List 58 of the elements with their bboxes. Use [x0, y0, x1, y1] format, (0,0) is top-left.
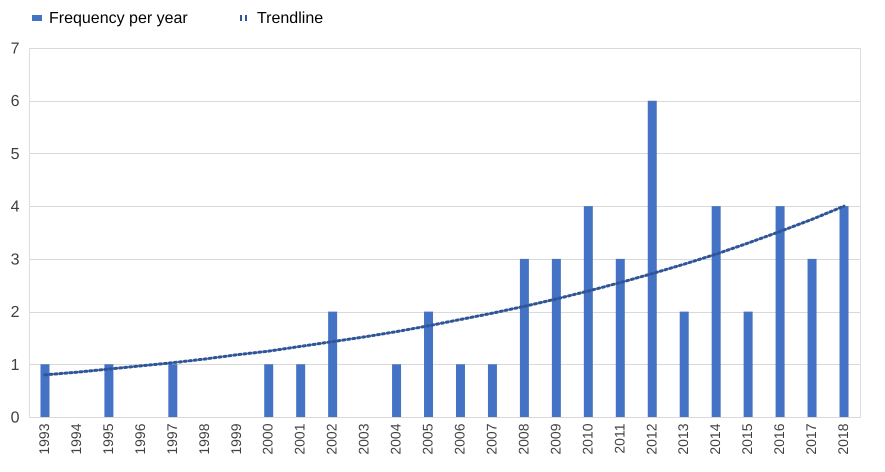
bar [456, 364, 465, 417]
legend-label: Trendline [257, 10, 324, 27]
x-tick-label: 2017 [803, 423, 820, 455]
x-tick-label: 2014 [707, 423, 724, 455]
y-tick-label: 4 [10, 198, 20, 216]
x-tick-label: 2001 [292, 423, 308, 455]
x-tick-label: 2007 [483, 423, 500, 455]
x-tick-label: 1999 [228, 423, 244, 455]
bar [552, 258, 561, 417]
bar [712, 206, 721, 417]
y-tick-label: 1 [10, 356, 20, 374]
bar [328, 312, 338, 417]
x-tick-label: 2008 [515, 423, 532, 455]
bar [744, 312, 753, 417]
y-tick-label: 0 [10, 410, 20, 426]
bar [584, 206, 593, 417]
bar [616, 258, 625, 417]
x-tick-label: 1997 [164, 423, 180, 455]
x-tick-label: 2006 [451, 423, 468, 455]
x-tick-label: 2009 [547, 423, 564, 455]
bar [264, 364, 274, 417]
y-tick-label: 2 [10, 304, 20, 322]
x-tick-label: 2000 [260, 423, 276, 455]
y-tick-label: 3 [10, 251, 20, 268]
bar [840, 206, 849, 417]
x-tick-label: 2012 [643, 423, 660, 455]
x-tick-label: 1993 [36, 423, 52, 455]
x-tick-label: 2003 [356, 423, 372, 455]
y-tick-label: 6 [10, 93, 20, 110]
x-tick-label: 2011 [611, 423, 628, 454]
bar [296, 364, 306, 417]
bar [648, 100, 657, 417]
y-tick-label: 7 [10, 40, 20, 58]
bar [488, 364, 497, 417]
bar [808, 258, 817, 417]
bar [40, 364, 50, 417]
x-tick-label: 2004 [388, 423, 404, 455]
x-tick-label: 2015 [739, 423, 756, 455]
legend-label: Frequency per year [49, 10, 188, 27]
line-series [43, 204, 846, 376]
x-tick-label: 2010 [579, 423, 596, 455]
x-tick-label: 1994 [68, 423, 84, 455]
bar [392, 364, 402, 417]
bar [104, 364, 114, 417]
x-tick-label: 2018 [835, 423, 852, 455]
x-tick-label: 2013 [675, 423, 692, 455]
x-tick-label: 2002 [324, 423, 340, 455]
x-tick-label: 2005 [420, 423, 436, 455]
x-tick-label: 1996 [132, 423, 148, 455]
bar [424, 312, 434, 417]
x-tick-label: 1995 [100, 423, 116, 455]
bar [680, 312, 689, 417]
bar [776, 206, 785, 417]
bar [520, 258, 529, 417]
x-tick-label: 1998 [196, 423, 212, 455]
bar [168, 364, 178, 417]
y-tick-label: 5 [10, 146, 20, 163]
x-tick-label: 2016 [771, 423, 788, 455]
